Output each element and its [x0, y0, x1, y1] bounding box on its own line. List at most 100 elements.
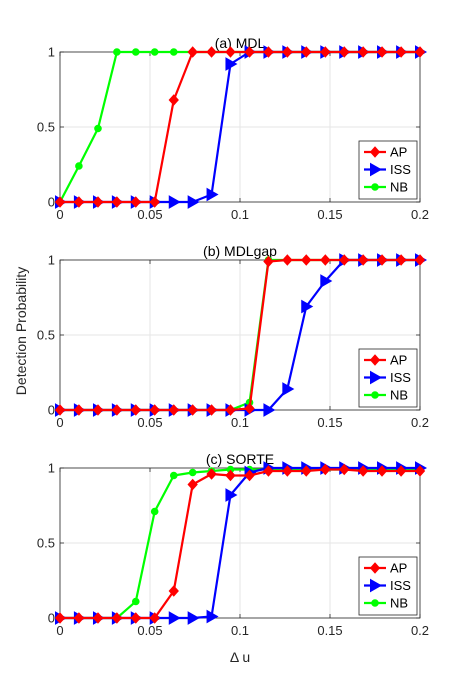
series-ap [54, 254, 426, 416]
x-tick-label: 0.1 [231, 207, 249, 222]
x-tick-label: 0.2 [411, 207, 429, 222]
data-point-nb [131, 48, 140, 56]
data-point-ap [357, 465, 369, 477]
data-point-ap [357, 46, 369, 58]
data-point-ap [244, 402, 255, 415]
data-point-ap [225, 46, 236, 58]
data-point-ap [395, 46, 407, 58]
legend-label-nb: NB [390, 596, 408, 611]
data-point-ap [54, 196, 66, 208]
data-point-nb [169, 48, 178, 56]
y-tick-label: 1 [48, 45, 55, 60]
data-point-ap [339, 254, 350, 266]
data-point-nb [150, 48, 159, 56]
data-point-ap [111, 612, 123, 624]
x-tick-label: 0 [56, 415, 63, 430]
data-point-iss [187, 611, 200, 625]
x-tick-label: 0.15 [317, 415, 342, 430]
data-point-ap [73, 196, 85, 208]
data-point-ap [187, 478, 198, 491]
data-point-ap [92, 196, 104, 208]
legend-marker-nb [371, 599, 379, 607]
legend-marker-ap [369, 354, 381, 366]
data-point-ap [149, 196, 160, 208]
data-point-ap [357, 254, 369, 266]
data-point-iss [225, 488, 238, 502]
data-point-nb [188, 468, 197, 477]
data-point-ap [73, 404, 85, 416]
x-tick-label: 0.05 [137, 623, 162, 638]
data-point-ap [111, 404, 123, 416]
legend: AP ISS NB [358, 556, 418, 616]
x-tick-label: 0 [56, 207, 63, 222]
legend-label-nb: NB [390, 180, 408, 195]
data-point-ap [414, 46, 426, 58]
data-point-ap [376, 46, 388, 58]
chart-panel-1: 0 0.05 0.1 0.15 0.2 0 0.5 1 (a) MDL AP ISS NB [37, 35, 429, 222]
data-point-ap [376, 254, 388, 266]
legend-label-iss: ISS [390, 370, 411, 385]
chart-panel-3: 0 0.05 0.1 0.15 0.2 0 0.5 1 (c) SORTE AP ISS NB [37, 451, 429, 638]
y-tick-label: 0.5 [37, 328, 55, 343]
data-point-ap [206, 46, 217, 58]
x-tick-label: 0.2 [411, 415, 429, 430]
series-ap [54, 463, 426, 624]
x-tick-label: 0.05 [137, 415, 162, 430]
x-tick-label: 0.2 [411, 623, 429, 638]
data-point-nb [150, 507, 159, 516]
legend-marker-iss [370, 162, 383, 177]
data-point-iss [301, 299, 314, 314]
y-tick-label: 0 [48, 611, 55, 626]
data-point-iss [225, 57, 238, 71]
data-point-ap [187, 46, 198, 58]
legend-label-nb: NB [390, 388, 408, 403]
series-ap [54, 46, 426, 208]
legend-marker-nb [371, 391, 379, 399]
y-axis-label: Detection Probability [13, 267, 29, 395]
chart-title: (c) SORTE [206, 451, 274, 467]
data-point-ap [339, 463, 350, 476]
data-point-ap [282, 46, 293, 58]
data-point-ap [414, 254, 426, 266]
y-tick-label: 1 [48, 253, 55, 268]
data-point-ap [395, 465, 407, 477]
data-point-ap [263, 255, 274, 268]
data-point-ap [414, 465, 426, 477]
data-point-ap [301, 465, 312, 477]
data-point-ap [282, 254, 293, 266]
data-point-iss [263, 403, 276, 417]
data-point-iss [320, 274, 333, 288]
x-tick-label: 0.15 [317, 623, 342, 638]
legend: AP ISS NB [358, 348, 418, 408]
data-point-ap [395, 254, 407, 266]
data-point-ap [376, 465, 388, 477]
chart-title: (b) MDLgap [203, 243, 277, 259]
data-point-ap [263, 46, 274, 58]
data-point-ap [54, 612, 66, 624]
data-point-ap [92, 404, 104, 416]
data-point-ap [263, 465, 274, 477]
legend-label-ap: AP [390, 353, 407, 368]
data-point-nb [131, 597, 140, 606]
legend-label-iss: ISS [390, 162, 411, 177]
data-point-ap [149, 404, 160, 416]
data-point-ap [92, 612, 104, 624]
data-point-ap [130, 612, 141, 624]
legend: AP ISS NB [358, 140, 418, 200]
legend-marker-ap [369, 562, 381, 574]
data-point-ap [73, 612, 85, 624]
y-tick-label: 0.5 [37, 536, 55, 551]
data-point-nb [75, 162, 83, 170]
legend-label-ap: AP [390, 145, 407, 160]
data-point-ap [130, 196, 141, 208]
data-point-ap [206, 468, 217, 480]
data-point-ap [282, 465, 293, 477]
x-tick-label: 0.1 [231, 623, 249, 638]
y-tick-label: 0 [48, 403, 55, 418]
data-point-ap [168, 94, 179, 106]
data-point-ap [320, 254, 331, 266]
data-point-iss [168, 611, 181, 625]
data-point-nb [94, 124, 102, 133]
data-point-ap [225, 469, 236, 482]
